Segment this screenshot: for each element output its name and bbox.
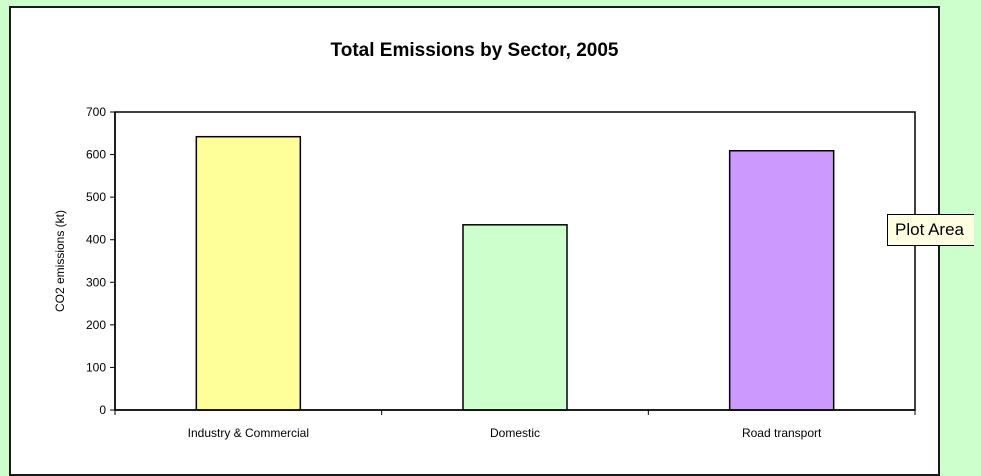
x-tick-label: Road transport — [742, 426, 822, 440]
bar-road-transport[interactable] — [728, 149, 835, 411]
y-tick-label: 0 — [99, 403, 106, 417]
y-tick-label: 600 — [86, 148, 106, 162]
y-tick-label: 100 — [86, 360, 106, 374]
y-tick-label: 300 — [86, 275, 106, 289]
x-tick-label: Domestic — [490, 426, 540, 440]
plot-area-tooltip: Plot Area — [887, 214, 974, 246]
y-tick-label: 700 — [86, 105, 106, 119]
y-axis-label: CO2 emissions (kt) — [53, 210, 67, 312]
y-tick-label: 400 — [86, 233, 106, 247]
bar-domestic[interactable] — [462, 224, 568, 411]
bar-industry-commercial[interactable] — [195, 135, 302, 411]
y-tick-label: 500 — [86, 190, 106, 204]
x-tick-label: Industry & Commercial — [188, 426, 309, 440]
y-tick-label: 200 — [86, 318, 106, 332]
chart-title: Total Emissions by Sector, 2005 — [330, 40, 619, 61]
